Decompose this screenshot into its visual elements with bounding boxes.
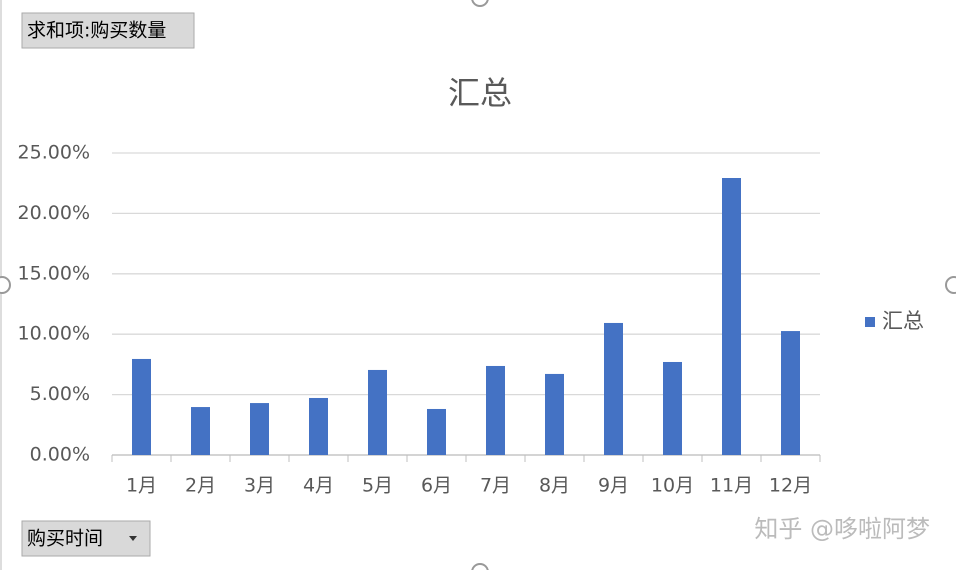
x-tick-label: 3月 — [244, 475, 275, 497]
handle — [471, 563, 489, 570]
bar — [486, 365, 505, 455]
x-tick-label: 12月 — [769, 475, 812, 497]
x-tick-label: 5月 — [362, 475, 393, 497]
x-tick-label: 2月 — [185, 475, 216, 497]
handle — [0, 276, 11, 294]
x-tick-label: 11月 — [710, 475, 753, 497]
value-field-label: 求和项:购买数量 — [27, 20, 166, 42]
y-tick-label: 0.00% — [30, 444, 90, 466]
handle — [945, 276, 956, 294]
x-tick-label: 7月 — [480, 475, 511, 497]
bar — [663, 361, 682, 455]
y-tick-label: 20.00% — [18, 202, 90, 224]
handle — [471, 0, 489, 7]
x-tick-label: 9月 — [598, 475, 629, 497]
bar — [427, 408, 446, 455]
x-tick-label: 6月 — [421, 475, 452, 497]
watermark: 知乎 @哆啦阿梦 — [754, 515, 930, 543]
x-tick-label: 1月 — [126, 475, 157, 497]
bar — [604, 322, 623, 455]
x-tick-label: 10月 — [651, 475, 694, 497]
legend-swatch — [865, 317, 875, 327]
value-field-button[interactable] — [21, 12, 195, 49]
x-tick-label: 8月 — [539, 475, 570, 497]
bar — [781, 331, 800, 455]
bar — [250, 403, 269, 455]
bar — [309, 397, 328, 455]
y-tick-label: 5.00% — [30, 383, 90, 405]
x-tick-label: 4月 — [303, 475, 334, 497]
y-tick-label: 10.00% — [18, 323, 90, 345]
legend-label: 汇总 — [882, 309, 924, 333]
y-tick-label: 25.00% — [18, 142, 90, 164]
chart-title: 汇总 — [448, 74, 512, 112]
y-tick-label: 15.00% — [18, 262, 90, 284]
bar — [132, 358, 151, 455]
axis-field-button[interactable] — [21, 520, 151, 557]
bar — [722, 178, 741, 455]
dropdown-arrow[interactable] — [129, 536, 137, 541]
bar — [545, 373, 564, 455]
bar — [191, 407, 210, 455]
axis-field-label: 购买时间 — [27, 528, 103, 550]
bar — [368, 369, 387, 455]
